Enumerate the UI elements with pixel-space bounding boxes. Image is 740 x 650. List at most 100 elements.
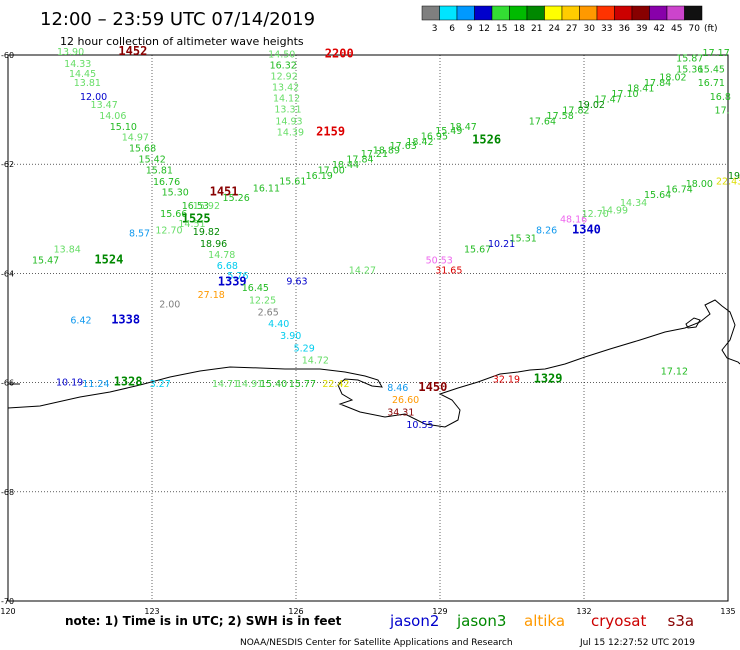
legend-swatch xyxy=(421,5,440,21)
wave-height-value: 17.47 xyxy=(595,95,622,106)
legend-bin-label: 15 xyxy=(496,24,507,34)
wave-height-value: 15.61 xyxy=(279,176,306,187)
legend-bin-label: 42 xyxy=(654,24,665,34)
lat-tick-label: -68 xyxy=(1,488,14,497)
legend-bin-label: 24 xyxy=(549,24,561,34)
legend-bin-label: 36 xyxy=(619,24,631,34)
footer-timestamp: Jul 15 12:27:52 UTC 2019 xyxy=(579,638,695,648)
wave-height-value: 34.31 xyxy=(387,407,414,418)
wave-height-value: 15.31 xyxy=(510,234,537,245)
legend-swatch xyxy=(561,5,580,21)
wave-height-value: 50.53 xyxy=(426,256,453,267)
plot-frame xyxy=(7,54,729,602)
pass-time-label: 1450 xyxy=(418,380,447,394)
wave-height-value: 14.71 xyxy=(212,379,239,390)
wave-height-value: 16.19 xyxy=(306,171,333,182)
wave-height-value: 15.67 xyxy=(464,245,491,256)
pass-time-label: 1451 xyxy=(210,184,239,198)
wave-height-value: 16.53 xyxy=(182,201,209,212)
wave-height-value: 2.00 xyxy=(159,299,180,310)
wave-height-value: 15.40 xyxy=(260,379,287,390)
wave-height-value: 18.47 xyxy=(450,122,477,133)
legend-swatch xyxy=(631,5,650,21)
map-subtitle: 12 hour collection of altimeter wave hei… xyxy=(60,35,304,48)
pass-time-label: 1526 xyxy=(472,132,501,146)
wave-height-value: 18.02 xyxy=(659,73,686,84)
legend-bin-label: 12 xyxy=(479,24,490,34)
legend-bin-label: 6 xyxy=(449,24,455,34)
pass-time-label: 1524 xyxy=(94,253,123,267)
wave-height-value: 3.27 xyxy=(150,379,171,390)
wave-height-value: 14.27 xyxy=(349,265,376,276)
legend-swatch xyxy=(579,5,598,21)
legend-swatch xyxy=(649,5,668,21)
wave-height-value: 17.84 xyxy=(346,155,373,166)
wave-height-value: 3.90 xyxy=(280,331,301,342)
wave-height-value: 5.76 xyxy=(227,271,248,282)
legend-bin-label: 3 xyxy=(432,24,438,34)
legend-bin-label: 33 xyxy=(601,24,612,34)
legend-bin-label: 70 xyxy=(689,24,701,34)
wave-height-value: 18.00 xyxy=(686,179,713,190)
wave-height-value: 16.71 xyxy=(698,78,725,89)
wave-height-value: 14.51 xyxy=(178,219,205,230)
wave-height-value: 14.72 xyxy=(302,355,329,366)
wave-height-value: 14.97 xyxy=(122,133,149,144)
wave-height-value: 15.10 xyxy=(110,122,137,133)
wave-height-value: 15.66 xyxy=(160,209,187,220)
legend-bin-label: 21 xyxy=(531,24,542,34)
wave-height-value: 15.49 xyxy=(435,126,462,137)
wave-height-value: 22.42 xyxy=(322,379,349,390)
wave-height-value: 4.40 xyxy=(268,319,289,330)
wave-height-value: 10.21 xyxy=(488,239,515,250)
pass-time-label: 1328 xyxy=(114,374,143,388)
wave-height-value: 12.25 xyxy=(249,295,276,306)
wave-height-value: 32.19 xyxy=(493,375,520,386)
wave-height-value: 16.95 xyxy=(421,132,448,143)
pass-time-label: 1329 xyxy=(534,372,563,386)
wave-height-value: 17.58 xyxy=(547,111,574,122)
wave-height-value: 15.77 xyxy=(289,379,316,390)
wave-height-value: 18.44 xyxy=(332,160,359,171)
satellite-legend: jason2 jason3 altika cryosat s3a xyxy=(389,612,694,630)
footer-credit: NOAA/NESDIS Center for Satellite Applica… xyxy=(240,638,513,648)
legend-swatch xyxy=(544,5,563,21)
wave-height-value: 9.63 xyxy=(286,276,307,287)
wave-height-value: 5.29 xyxy=(294,343,315,354)
wave-height-value: 13.42 xyxy=(272,82,299,93)
pass-time-label: 2200 xyxy=(325,47,354,61)
legend-swatch xyxy=(526,5,545,21)
wave-height-value: 8.57 xyxy=(129,228,150,239)
wave-height-value: 15.87 xyxy=(676,54,703,65)
legend-swatch xyxy=(684,5,703,21)
pass-time-label: 1525 xyxy=(182,212,211,226)
wave-height-value: 14.99 xyxy=(601,205,628,216)
wave-height-value: 14.50 xyxy=(268,50,295,61)
wave-height-value: 16.8 xyxy=(710,92,731,103)
wave-height-value: 15.81 xyxy=(146,165,173,176)
wave-height-color-scale: 3 6 9 12 15 18 21 24 27 30 33 36 39 42 45 70 xyxy=(421,5,703,34)
wave-height-value: 18.42 xyxy=(406,137,433,148)
wave-height-value: 18.41 xyxy=(627,84,654,95)
wave-height-value: 17.63 xyxy=(390,141,417,152)
wave-height-value: 17.64 xyxy=(529,116,556,127)
wave-height-value: 15.45 xyxy=(698,64,725,75)
wave-height-value: 15.68 xyxy=(129,144,156,155)
coastline xyxy=(7,299,740,428)
wave-height-value: 13.81 xyxy=(74,78,101,89)
wave-height-value: 17.00 xyxy=(318,165,345,176)
wave-height-value: 17.12 xyxy=(661,366,688,377)
wave-height-value: 15.92 xyxy=(193,201,220,212)
wave-height-value: 8.46 xyxy=(387,383,408,394)
lat-tick-label: -60 xyxy=(1,51,14,60)
plot-area: 120 123 126 129 132 135 -60 -62 -64 -66 -68 -70 13.… xyxy=(0,44,740,616)
lon-tick-label: 132 xyxy=(576,607,591,616)
wave-height-value: 14.45 xyxy=(69,69,96,80)
wave-height-value: 14.39 xyxy=(277,127,304,138)
wave-height-value: 15.36 xyxy=(676,64,703,75)
wave-height-value: 14.91 xyxy=(236,379,263,390)
wave-height-value: 8.26 xyxy=(536,226,557,237)
legend-unit: (ft) xyxy=(704,24,718,34)
satellite-name: altika xyxy=(524,612,565,630)
wave-height-value: 17.84 xyxy=(644,78,671,89)
